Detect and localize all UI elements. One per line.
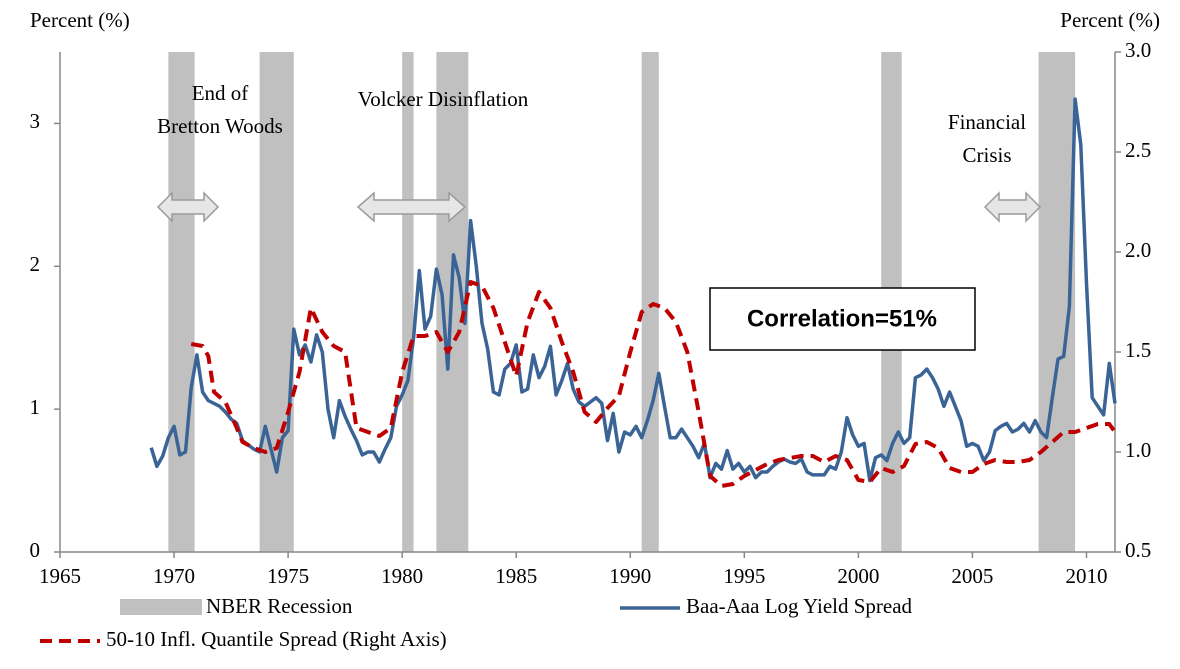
- annotation: Bretton Woods: [157, 114, 283, 138]
- x-tick-label: 2005: [951, 564, 993, 588]
- x-tick-label: 2000: [837, 564, 879, 588]
- legend-label: Baa-Aaa Log Yield Spread: [686, 594, 913, 618]
- annotation: Financial: [948, 110, 1026, 134]
- x-tick-label: 1985: [495, 564, 537, 588]
- arrows: [156, 191, 1042, 223]
- x-tick-label: 1975: [267, 564, 309, 588]
- y-tick-label: 2: [30, 252, 41, 276]
- y-tick-label: 0: [30, 538, 41, 562]
- y-tick-label: 1: [30, 395, 41, 419]
- recession-band: [168, 52, 195, 552]
- annotation: Crisis: [962, 143, 1011, 167]
- y2-tick-label: 1.0: [1125, 438, 1151, 462]
- series-line: [149, 97, 1117, 483]
- legend-label: NBER Recession: [206, 594, 353, 618]
- correlation-label: Correlation=51%: [747, 305, 937, 332]
- y2-tick-label: 1.5: [1125, 338, 1151, 362]
- double-arrow: [156, 191, 220, 223]
- recession-band: [402, 52, 414, 552]
- correlation-box: [709, 287, 976, 351]
- y-axis-label: Percent (%): [30, 8, 130, 32]
- legend-label: 50-10 Infl. Quantile Spread (Right Axis): [106, 627, 447, 651]
- y2-tick-label: 0.5: [1125, 538, 1151, 562]
- double-arrow: [356, 191, 467, 223]
- y2-axis-label: Percent (%): [1060, 8, 1160, 32]
- annotation: End of: [192, 81, 249, 105]
- y2-tick-label: 2.0: [1125, 238, 1151, 262]
- x-tick-label: 1995: [723, 564, 765, 588]
- legend-swatch: [120, 599, 202, 615]
- y2-tick-label: 2.5: [1125, 138, 1151, 162]
- x-tick-label: 1990: [609, 564, 651, 588]
- x-tick-label: 1970: [153, 564, 195, 588]
- y-tick-label: 3: [30, 109, 41, 133]
- x-tick-label: 1965: [39, 564, 81, 588]
- annotation: Volcker Disinflation: [358, 87, 529, 111]
- double-arrow: [983, 191, 1042, 223]
- x-tick-label: 1980: [381, 564, 423, 588]
- x-tick-label: 2010: [1065, 564, 1107, 588]
- recession-band: [641, 52, 659, 552]
- y2-tick-label: 3.0: [1125, 38, 1151, 62]
